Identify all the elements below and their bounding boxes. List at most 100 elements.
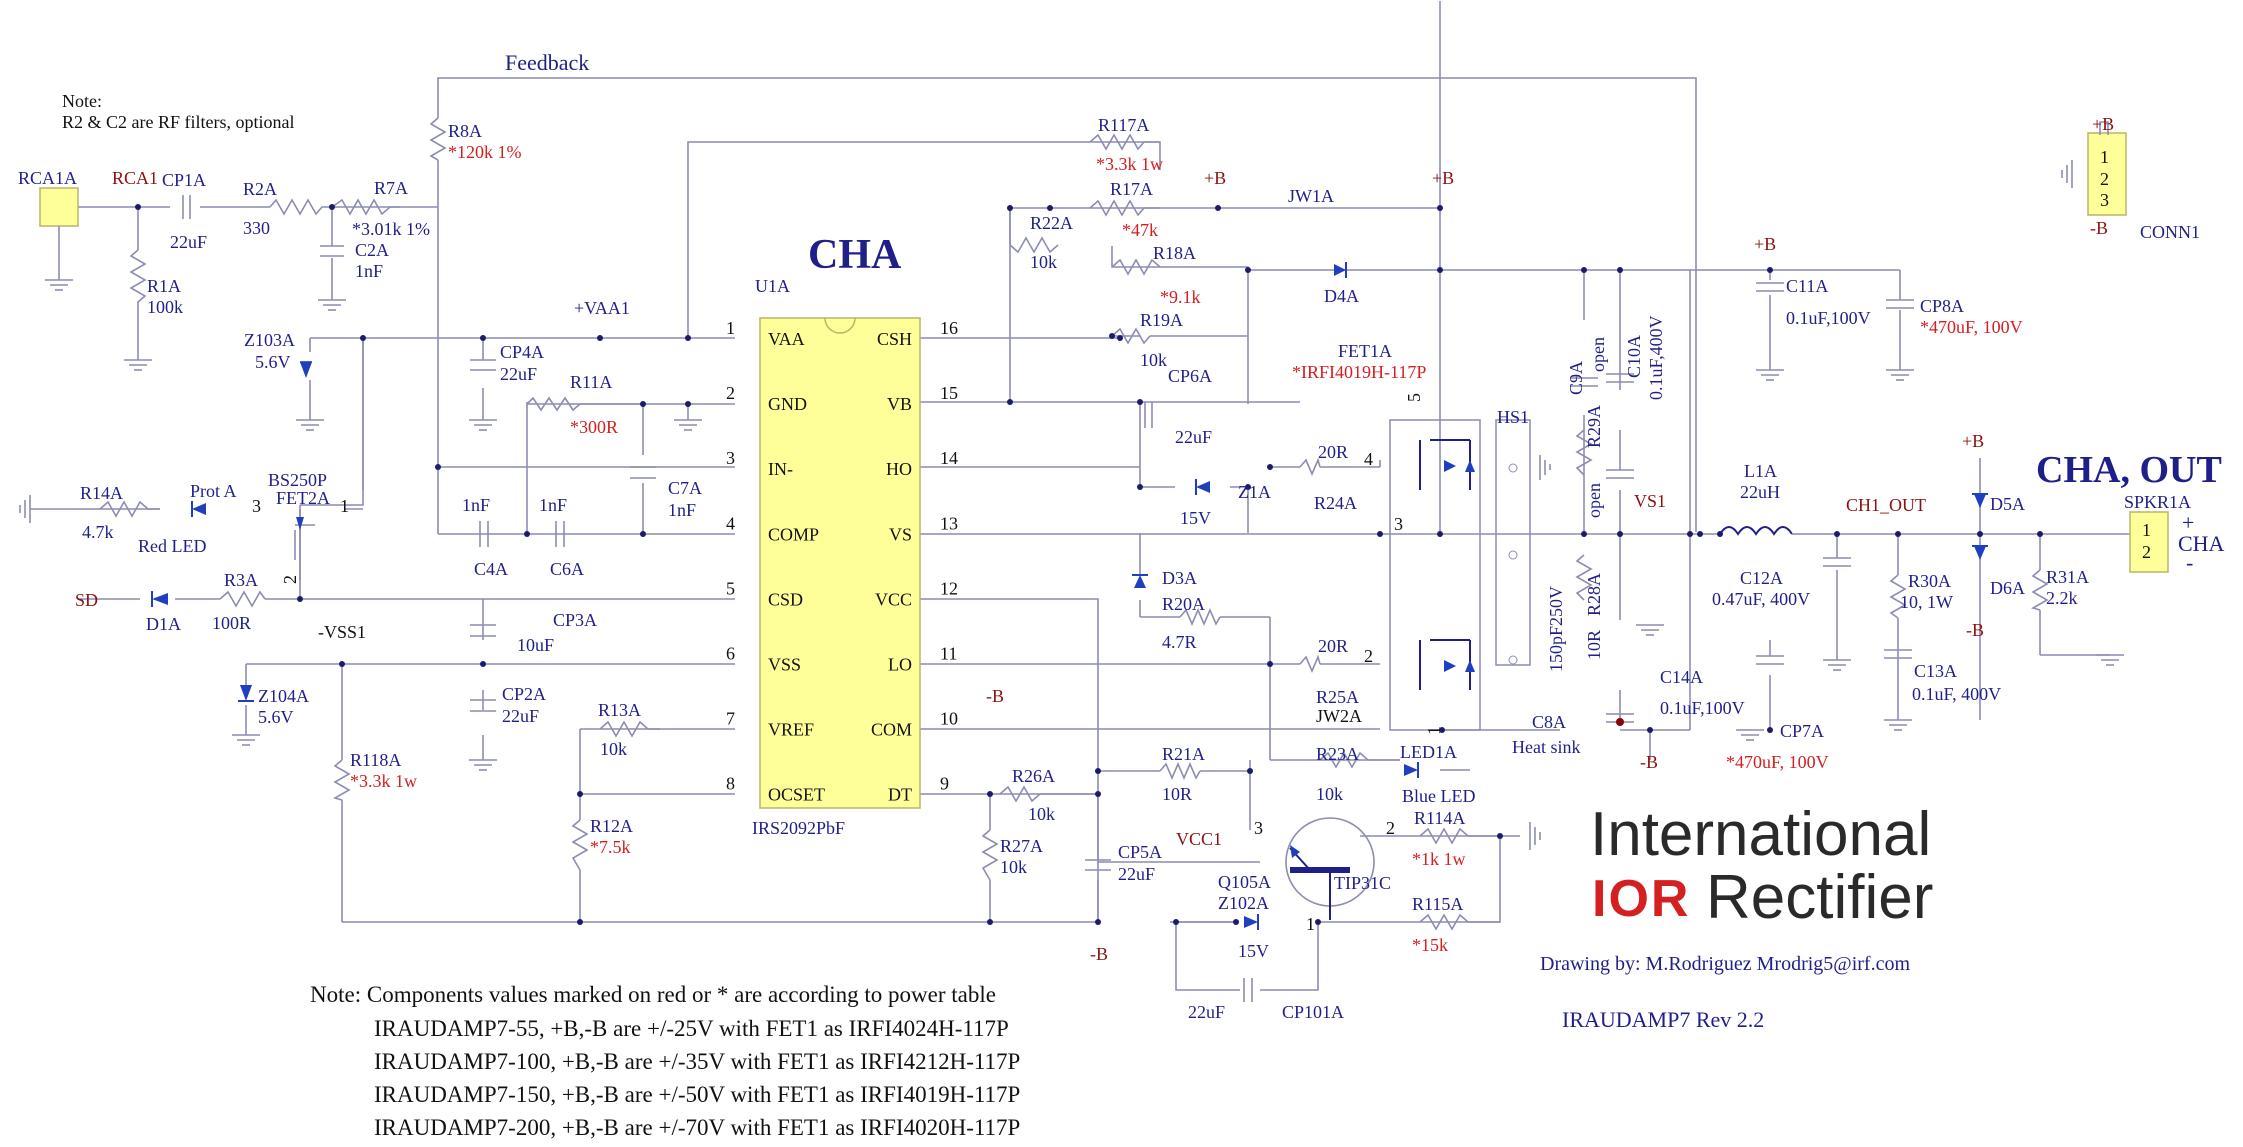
conn1-body [2087, 132, 2127, 216]
svg-text:TIP31C: TIP31C [1334, 873, 1391, 893]
svg-text:Z103A: Z103A [244, 330, 295, 350]
svg-text:R22A: R22A [1030, 213, 1073, 233]
irf-logo: International IOR Rectifier [1590, 800, 1933, 932]
svg-text:R114A: R114A [1414, 808, 1465, 828]
svg-text:CP6A: CP6A [1168, 366, 1212, 386]
wires [30, 1, 2130, 991]
svg-text:15V: 15V [1238, 941, 1269, 961]
rca-connector [39, 187, 79, 227]
logo-rectifier: Rectifier [1706, 863, 1933, 932]
svg-text:SD: SD [75, 590, 98, 610]
svg-text:2.2k: 2.2k [2046, 588, 2078, 608]
ic-pin-number: 10 [940, 709, 958, 729]
svg-text:20R: 20R [1318, 636, 1348, 656]
svg-text:22uF: 22uF [500, 364, 537, 384]
svg-text:1: 1 [2100, 147, 2109, 167]
svg-text:22uF: 22uF [1175, 427, 1212, 447]
svg-text:+B: +B [1204, 168, 1226, 188]
svg-text:LED1A: LED1A [1400, 742, 1457, 762]
svg-text:C6A: C6A [550, 559, 584, 579]
ic-part: IRS2092PbF [752, 818, 845, 838]
power-note: Note: Components values marked on red or… [310, 982, 1020, 1140]
rca1a-label: RCA1A [18, 168, 77, 188]
svg-text:1: 1 [340, 496, 349, 516]
svg-text:R12A: R12A [590, 816, 633, 836]
svg-text:+B: +B [1962, 431, 1984, 451]
ic-pin-name: VB [887, 394, 912, 414]
svg-text:R11A: R11A [570, 372, 612, 392]
labels: Note: R2 & C2 are RF filters, optional F… [18, 50, 2225, 1022]
svg-text:-B: -B [1966, 620, 1984, 640]
svg-text:2: 2 [2100, 169, 2109, 189]
svg-text:3: 3 [252, 496, 261, 516]
svg-text:R28A: R28A [1584, 573, 1604, 616]
svg-text:Prot A: Prot A [190, 481, 237, 501]
svg-text:-VSS1: -VSS1 [318, 622, 366, 642]
svg-text:1: 1 [1306, 914, 1315, 934]
svg-text:*470uF, 100V: *470uF, 100V [1920, 317, 2023, 337]
svg-text:D6A: D6A [1990, 578, 2025, 598]
svg-text:-B: -B [1090, 944, 1108, 964]
svg-text:5: 5 [1404, 393, 1424, 402]
ic-pin-number: 7 [726, 709, 735, 729]
svg-text:5.6V: 5.6V [258, 707, 294, 727]
svg-text:FET1A: FET1A [1338, 341, 1392, 361]
ic-pin-number: 16 [940, 318, 958, 338]
svg-text:2: 2 [1386, 818, 1395, 838]
svg-text:1: 1 [1424, 726, 1444, 735]
svg-text:R17A: R17A [1110, 179, 1153, 199]
diodes [151, 262, 1988, 930]
svg-text:*47k: *47k [1122, 220, 1158, 240]
svg-text:Z1A: Z1A [1238, 482, 1271, 502]
svg-text:R30A: R30A [1908, 571, 1951, 591]
svg-text:22uH: 22uH [1740, 482, 1780, 502]
ic-pin-name: VCC [875, 589, 912, 609]
svg-text:1nF: 1nF [462, 495, 490, 515]
svg-text:CP8A: CP8A [1920, 296, 1964, 316]
svg-text:10uF: 10uF [517, 635, 554, 655]
svg-text:1: 1 [2142, 520, 2151, 540]
ic-pin-number: 11 [940, 644, 957, 664]
svg-text:C7A: C7A [668, 478, 702, 498]
svg-text:1nF: 1nF [355, 261, 383, 281]
svg-text:3: 3 [1254, 818, 1263, 838]
svg-text:CP101A: CP101A [1282, 1002, 1344, 1022]
svg-text:+: + [2182, 510, 2194, 535]
cha-out-title: CHA, OUT [2036, 449, 2222, 491]
svg-text:10, 1W: 10, 1W [1900, 592, 1953, 612]
svg-text:R27A: R27A [1000, 836, 1043, 856]
svg-text:D5A: D5A [1990, 494, 2025, 514]
svg-text:2: 2 [280, 575, 300, 584]
spkr1a-body [2129, 511, 2169, 573]
drawing-by: Drawing by: M.Rodriguez Mrodrig5@irf.com [1540, 953, 1910, 975]
svg-text:*7.5k: *7.5k [590, 837, 631, 857]
svg-text:+B: +B [1432, 168, 1454, 188]
junction-dots [135, 204, 2043, 925]
svg-text:CH1_OUT: CH1_OUT [1846, 495, 1926, 515]
ic-pin-name: COMP [768, 524, 819, 544]
svg-text:22uF: 22uF [170, 232, 207, 252]
power-note-line: IRAUDAMP7-150, +B,-B are +/-50V with FET… [374, 1082, 1020, 1107]
svg-text:R20A: R20A [1162, 594, 1205, 614]
svg-text:0.47uF, 400V: 0.47uF, 400V [1712, 589, 1810, 609]
revision: IRAUDAMP7 Rev 2.2 [1562, 1007, 1764, 1032]
svg-text:R13A: R13A [598, 700, 641, 720]
svg-text:*300R: *300R [570, 417, 618, 437]
svg-text:R14A: R14A [80, 483, 123, 503]
svg-text:10k: 10k [1000, 857, 1027, 877]
fet2a-symbol [294, 508, 363, 580]
svg-text:*15k: *15k [1412, 935, 1448, 955]
svg-text:-: - [2186, 550, 2193, 575]
svg-text:330: 330 [243, 218, 270, 238]
ic-pin-number: 2 [726, 383, 735, 403]
ic-pin-name: GND [768, 394, 807, 414]
svg-text:1nF: 1nF [668, 500, 696, 520]
svg-text:R115A: R115A [1412, 894, 1463, 914]
svg-text:R24A: R24A [1314, 493, 1357, 513]
svg-text:C11A: C11A [1786, 276, 1828, 296]
svg-text:0.1uF, 400V: 0.1uF, 400V [1912, 684, 2001, 704]
svg-text:SPKR1A: SPKR1A [2124, 492, 2191, 512]
rca1-label: RCA1 [112, 168, 158, 188]
svg-text:R19A: R19A [1140, 310, 1183, 330]
